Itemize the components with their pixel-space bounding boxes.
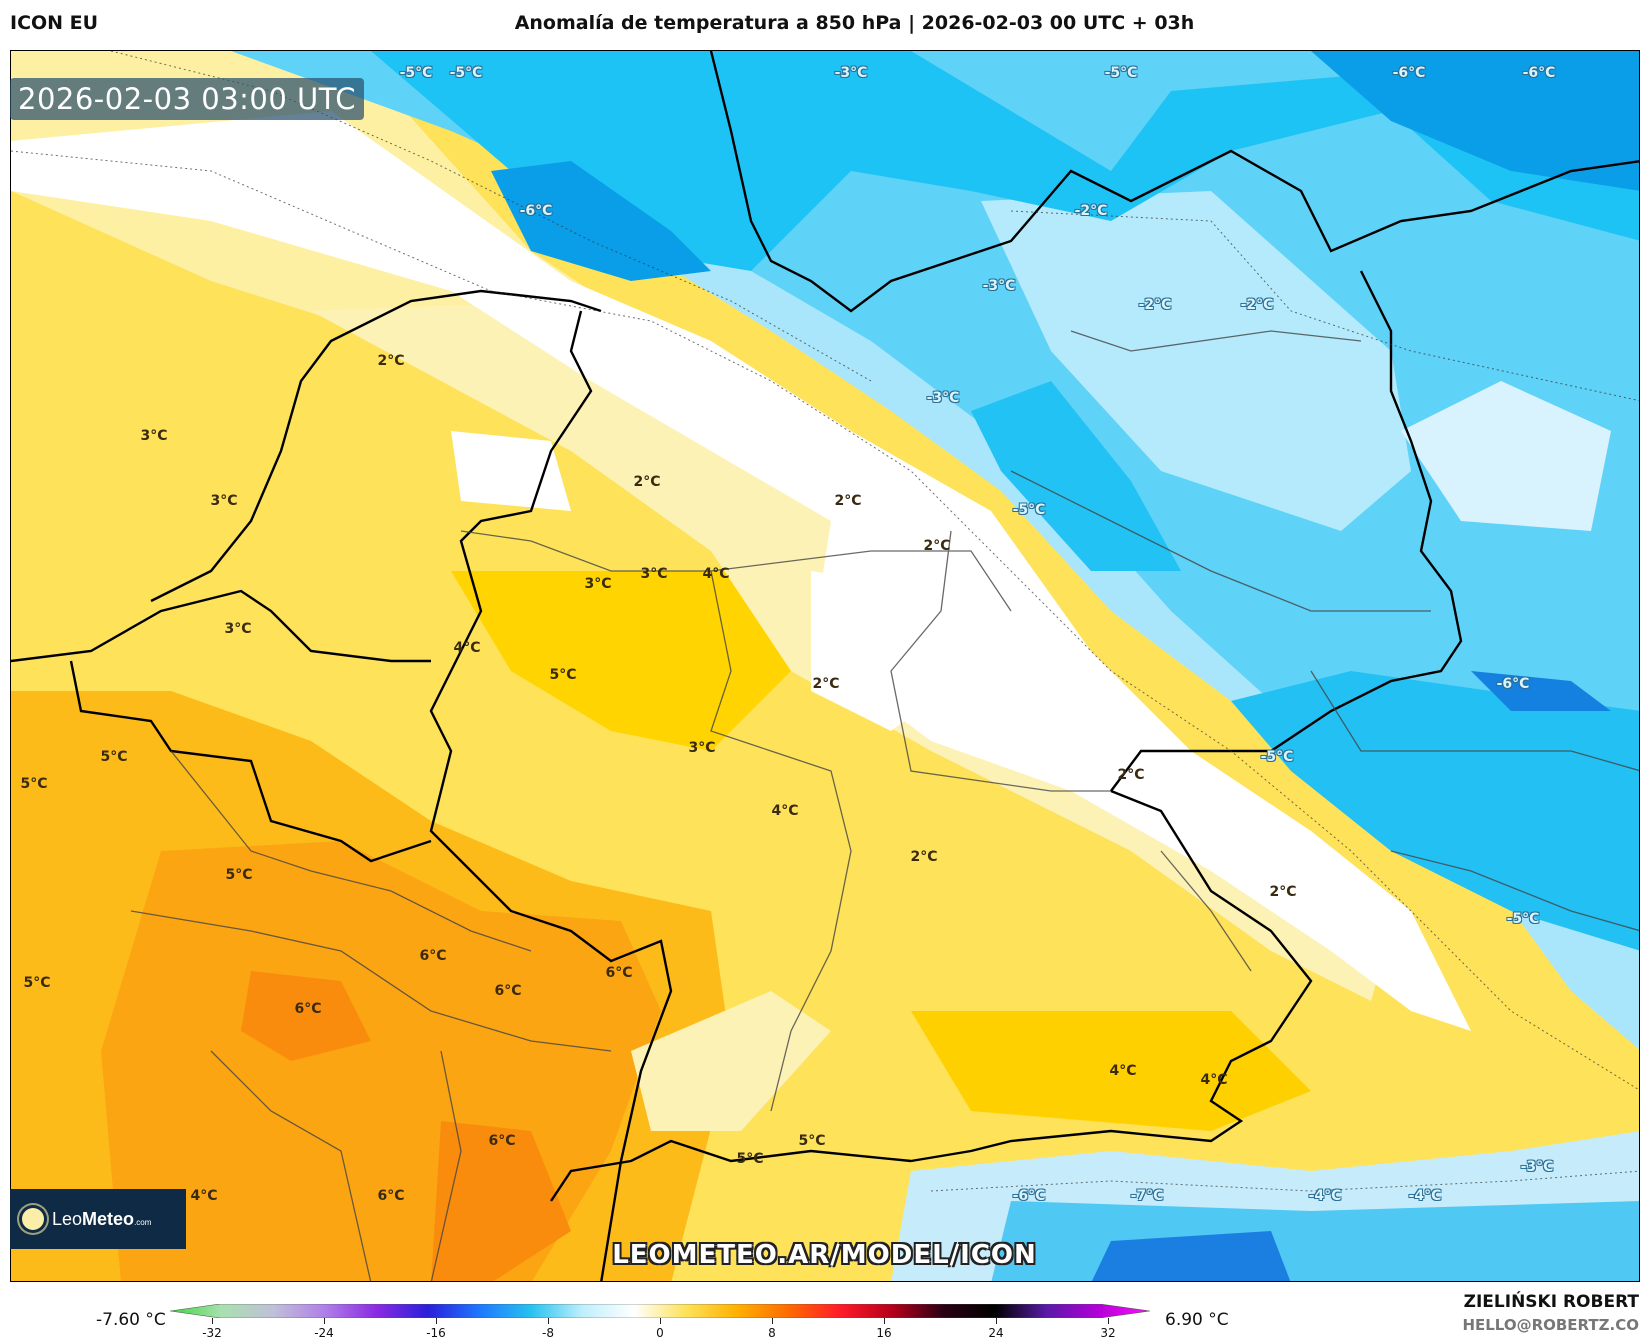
map-field bbox=[11, 51, 1639, 1281]
colorbar bbox=[170, 1304, 1150, 1318]
contour-label: -6°C bbox=[1496, 676, 1530, 692]
colorbar-tick bbox=[548, 1318, 549, 1324]
contour-label: 3°C bbox=[224, 621, 252, 637]
contour-label: 2°C bbox=[834, 493, 862, 509]
model-name: ICON EU bbox=[10, 12, 99, 34]
contour-label: 4°C bbox=[771, 803, 799, 819]
contour-label: 2°C bbox=[910, 849, 938, 865]
colorbar-tick-label: -24 bbox=[314, 1326, 334, 1340]
colorbar-tick-label: -32 bbox=[202, 1326, 222, 1340]
contour-label: 5°C bbox=[549, 667, 577, 683]
contour-label: -6°C bbox=[1012, 1188, 1046, 1204]
colorbar-min-label: -7.60 °C bbox=[96, 1310, 166, 1330]
contour-label: 5°C bbox=[798, 1133, 826, 1149]
contour-label: -5°C bbox=[1260, 749, 1294, 765]
contour-label: -2°C bbox=[1138, 297, 1172, 313]
contour-label: 6°C bbox=[377, 1188, 405, 1204]
contour-label: 3°C bbox=[140, 428, 168, 444]
sun-icon bbox=[22, 1208, 44, 1230]
contour-label: -3°C bbox=[926, 390, 960, 406]
colorbar-tick-label: 16 bbox=[876, 1326, 892, 1340]
colorbar-tick-label: 8 bbox=[768, 1326, 776, 1340]
contour-label: 4°C bbox=[1109, 1063, 1137, 1079]
colorbar-tick-label: 24 bbox=[988, 1326, 1004, 1340]
contour-label: 5°C bbox=[23, 975, 51, 991]
contour-label: 6°C bbox=[488, 1133, 516, 1149]
contour-label: 2°C bbox=[1117, 767, 1145, 783]
contour-label: -2°C bbox=[1074, 203, 1108, 219]
colorbar-tick bbox=[772, 1318, 773, 1324]
contour-label: 3°C bbox=[688, 740, 716, 756]
colorbar-ticks: -32 -24 -16 -8 0 8 16 24 32 bbox=[170, 1318, 1150, 1340]
contour-label: 3°C bbox=[640, 566, 668, 582]
contour-label: -5°C bbox=[449, 65, 483, 81]
contour-label: 2°C bbox=[377, 353, 405, 369]
contour-label: 6°C bbox=[605, 965, 633, 981]
contour-label: 4°C bbox=[1200, 1072, 1228, 1088]
contour-label: -4°C bbox=[1308, 1188, 1342, 1204]
contour-label: 3°C bbox=[210, 493, 238, 509]
contour-label: 5°C bbox=[225, 867, 253, 883]
colorbar-tick bbox=[884, 1318, 885, 1324]
author-name: ZIELIŃSKI ROBERT bbox=[1463, 1292, 1639, 1312]
temperature-anomaly-map: -5°C -5°C -3°C -5°C -6°C -6°C -6°C -2°C -3°C -2°C… bbox=[10, 50, 1640, 1282]
contour-label: -4°C bbox=[1408, 1188, 1442, 1204]
contour-label: -3°C bbox=[1520, 1159, 1554, 1175]
contour-label: -5°C bbox=[399, 65, 433, 81]
contour-label: -3°C bbox=[834, 65, 868, 81]
author-email[interactable]: HELLO@ROBERTZ.CO bbox=[1462, 1316, 1639, 1334]
contour-label: 4°C bbox=[702, 566, 730, 582]
chart-title: Anomalía de temperatura a 850 hPa | 2026… bbox=[514, 12, 1195, 34]
contour-label: 2°C bbox=[633, 474, 661, 490]
colorbar-tick-label: -16 bbox=[426, 1326, 446, 1340]
colorbar-max-label: 6.90 °C bbox=[1165, 1310, 1229, 1330]
contour-label: 2°C bbox=[812, 676, 840, 692]
contour-label: 5°C bbox=[100, 749, 128, 765]
colorbar-tick-label: -8 bbox=[542, 1326, 554, 1340]
contour-label: -5°C bbox=[1012, 502, 1046, 518]
valid-time-badge: 2026-02-03 03:00 UTC bbox=[10, 78, 365, 120]
colorbar-tick bbox=[436, 1318, 437, 1324]
contour-label: 2°C bbox=[923, 538, 951, 554]
contour-label: 5°C bbox=[20, 776, 48, 792]
contour-label: 3°C bbox=[584, 576, 612, 592]
colorbar-tick bbox=[660, 1318, 661, 1324]
logo-text: LeoMeteo.com bbox=[52, 1208, 152, 1229]
contour-label: 6°C bbox=[419, 948, 447, 964]
contour-label: 5°C bbox=[736, 1151, 764, 1167]
colorbar-tick bbox=[212, 1318, 213, 1324]
contour-label: 6°C bbox=[294, 1001, 322, 1017]
contour-label: -6°C bbox=[1392, 65, 1426, 81]
colorbar-tick bbox=[1108, 1318, 1109, 1324]
contour-label: -5°C bbox=[1506, 911, 1540, 927]
colorbar-tick bbox=[996, 1318, 997, 1324]
colorbar-tick bbox=[324, 1318, 325, 1324]
contour-label: -2°C bbox=[1240, 297, 1274, 313]
contour-label: 2°C bbox=[1269, 884, 1297, 900]
leometeo-logo[interactable]: LeoMeteo.com bbox=[10, 1189, 186, 1249]
contour-label: 4°C bbox=[190, 1188, 218, 1204]
colorbar-tick-label: 0 bbox=[656, 1326, 664, 1340]
source-watermark: LEOMETEO.AR/MODEL/ICON bbox=[612, 1240, 1037, 1270]
contour-label: -3°C bbox=[982, 278, 1016, 294]
contour-label: -7°C bbox=[1130, 1188, 1164, 1204]
contour-label: -6°C bbox=[519, 203, 553, 219]
contour-label: 4°C bbox=[453, 640, 481, 656]
contour-label: 6°C bbox=[494, 983, 522, 999]
contour-label: -5°C bbox=[1104, 65, 1138, 81]
colorbar-tick-label: 32 bbox=[1100, 1326, 1116, 1340]
contour-label: -6°C bbox=[1522, 65, 1556, 81]
